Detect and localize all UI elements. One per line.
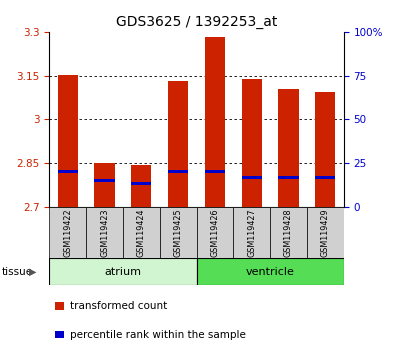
Bar: [131, 165, 151, 207]
Bar: [307, 207, 344, 260]
Bar: [242, 79, 262, 207]
Bar: [131, 182, 151, 185]
Bar: [315, 92, 335, 207]
Bar: [58, 170, 78, 173]
Bar: [270, 207, 307, 260]
Bar: [278, 176, 299, 179]
Text: ventricle: ventricle: [246, 267, 295, 277]
Bar: [168, 170, 188, 173]
Bar: [86, 207, 123, 260]
Bar: [94, 179, 115, 182]
Text: atrium: atrium: [104, 267, 141, 277]
Bar: [233, 207, 270, 260]
Bar: [58, 75, 78, 207]
Text: ▶: ▶: [29, 267, 36, 277]
Bar: [49, 258, 197, 285]
Bar: [278, 89, 299, 207]
Text: tissue: tissue: [2, 267, 33, 277]
Text: GSM119424: GSM119424: [137, 208, 146, 257]
Bar: [205, 170, 225, 173]
Text: transformed count: transformed count: [70, 301, 167, 311]
Bar: [197, 258, 344, 285]
Text: GSM119426: GSM119426: [211, 208, 219, 257]
Bar: [168, 81, 188, 207]
Bar: [242, 176, 262, 179]
Bar: [315, 176, 335, 179]
Bar: [94, 163, 115, 207]
Text: GSM119427: GSM119427: [247, 208, 256, 257]
Title: GDS3625 / 1392253_at: GDS3625 / 1392253_at: [116, 16, 277, 29]
Text: GSM119422: GSM119422: [63, 208, 72, 257]
Bar: [160, 207, 197, 260]
Text: GSM119429: GSM119429: [321, 208, 330, 257]
Text: GSM119428: GSM119428: [284, 208, 293, 257]
Bar: [49, 207, 86, 260]
Text: GSM119425: GSM119425: [174, 208, 182, 257]
Text: percentile rank within the sample: percentile rank within the sample: [70, 330, 246, 339]
Bar: [205, 37, 225, 207]
Text: GSM119423: GSM119423: [100, 208, 109, 257]
Bar: [123, 207, 160, 260]
Bar: [197, 207, 233, 260]
